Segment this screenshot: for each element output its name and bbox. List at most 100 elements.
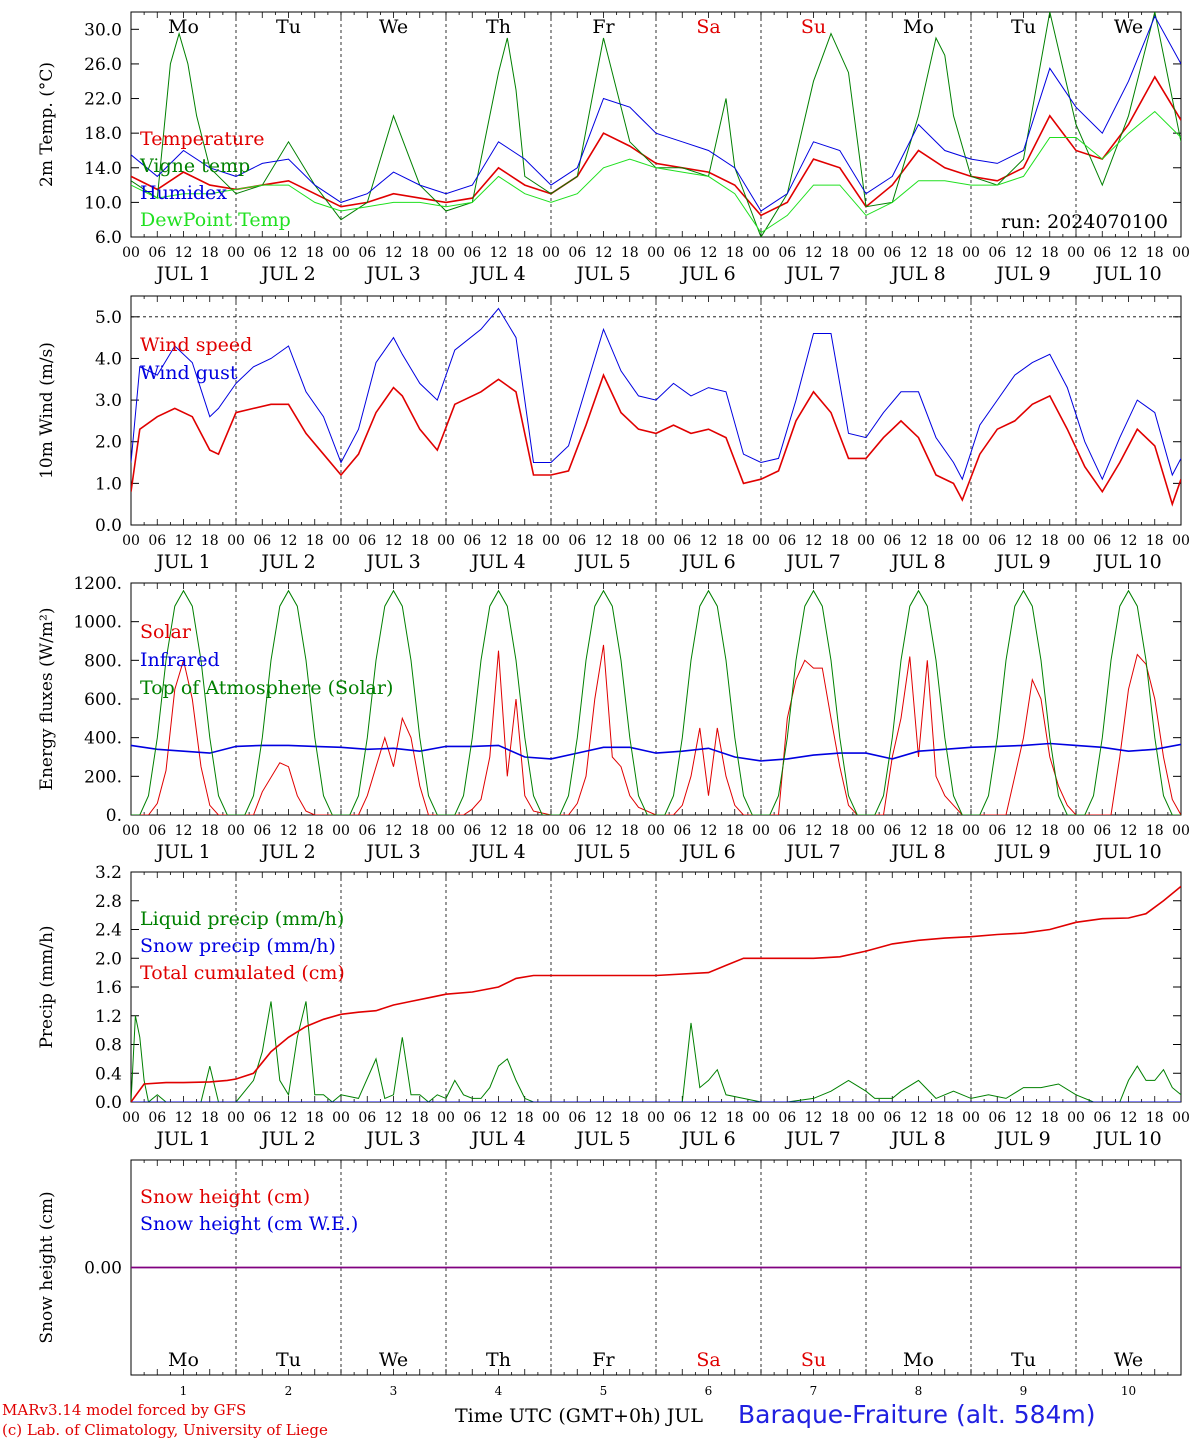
hour-label: 12	[805, 1110, 823, 1126]
series-line	[131, 12, 1181, 237]
hour-label: 12	[280, 533, 298, 549]
hour-label: 00	[122, 823, 140, 839]
hour-label: 18	[621, 1110, 639, 1126]
hour-label: 00	[752, 823, 770, 839]
y-tick-label: 1.2	[95, 1007, 122, 1027]
day-label: Su	[801, 1349, 826, 1371]
day-label: Th	[486, 1349, 511, 1371]
hour-label: 18	[516, 823, 534, 839]
date-number: 3	[390, 1384, 398, 1398]
series-line	[131, 372, 1181, 507]
hour-label: 12	[490, 1110, 508, 1126]
legend-entry: DewPoint Temp	[140, 209, 291, 231]
hour-label: 18	[1041, 1110, 1059, 1126]
hour-label: 00	[857, 533, 875, 549]
series-line	[131, 15, 1181, 212]
date-number: 8	[915, 1384, 923, 1398]
hour-label: 12	[490, 533, 508, 549]
date-label: JUL 4	[469, 551, 525, 573]
day-label: Su	[801, 16, 826, 38]
series-line	[131, 742, 1181, 762]
y-axis-label: 10m Wind (m/s)	[37, 342, 57, 479]
legend-entry: Vigne temp	[139, 155, 250, 177]
hour-label: 06	[253, 533, 271, 549]
hour-label: 18	[516, 245, 534, 261]
y-axis-label: Energy fluxes (W/m²)	[37, 608, 57, 791]
hour-label: 06	[1093, 823, 1111, 839]
day-label: Tu	[1011, 1349, 1036, 1371]
hour-label: 00	[1067, 1110, 1085, 1126]
hour-label: 18	[621, 823, 639, 839]
date-label: JUL 10	[1093, 841, 1161, 863]
legend-entry: Top of Atmosphere (Solar)	[140, 677, 393, 699]
y-tick-label: 0.8	[95, 1036, 122, 1056]
hour-label: 00	[332, 245, 350, 261]
hour-label: 18	[1146, 1110, 1164, 1126]
hour-label: 06	[883, 533, 901, 549]
hour-label: 06	[778, 245, 796, 261]
date-label: JUL 3	[364, 841, 420, 863]
legend-entry: Snow height (cm W.E.)	[140, 1213, 358, 1235]
date-label: JUL 1	[154, 841, 210, 863]
hour-label: 18	[1041, 245, 1059, 261]
hour-label: 06	[883, 823, 901, 839]
hour-label: 18	[516, 1110, 534, 1126]
hour-label: 18	[306, 245, 324, 261]
hour-label: 12	[175, 245, 193, 261]
hour-label: 12	[1120, 1110, 1138, 1126]
hour-label: 06	[673, 1110, 691, 1126]
day-label: We	[379, 1349, 408, 1371]
date-label: JUL 7	[784, 551, 840, 573]
hour-label: 06	[463, 245, 481, 261]
hour-label: 00	[227, 1110, 245, 1126]
legend-entry: Total cumulated (cm)	[140, 962, 345, 984]
series-line-toa-day	[551, 589, 656, 815]
day-label: Mo	[903, 16, 934, 38]
legend-entry: Liquid precip (mm/h)	[140, 908, 344, 930]
hour-label: 06	[463, 1110, 481, 1126]
lab-credit: (c) Lab. of Climatology, University of L…	[2, 1421, 328, 1439]
hour-label: 12	[805, 823, 823, 839]
hour-label: 12	[385, 245, 403, 261]
hour-label: 18	[831, 1110, 849, 1126]
date-number: 1	[180, 1384, 188, 1398]
hour-label: 18	[201, 1110, 219, 1126]
y-axis-label: Precip (mm/h)	[37, 925, 57, 1048]
hour-label: 00	[752, 533, 770, 549]
date-label: JUL 3	[364, 263, 420, 285]
date-label: JUL 10	[1093, 263, 1161, 285]
date-label: JUL 2	[259, 1128, 315, 1150]
date-label: JUL 10	[1093, 1128, 1161, 1150]
date-label: JUL 8	[889, 1128, 945, 1150]
hour-label: 12	[700, 533, 718, 549]
hour-label: 18	[936, 245, 954, 261]
date-label: JUL 4	[469, 841, 525, 863]
date-label: JUL 2	[259, 263, 315, 285]
hour-label: 00	[122, 533, 140, 549]
date-label: JUL 7	[784, 841, 840, 863]
date-label: JUL 9	[994, 841, 1050, 863]
date-number: 9	[1020, 1384, 1028, 1398]
hour-label: 18	[936, 533, 954, 549]
hour-label: 06	[988, 1110, 1006, 1126]
day-label: Fr	[592, 1349, 615, 1371]
series-line-toa-day	[341, 589, 446, 815]
hour-label: 06	[673, 245, 691, 261]
hour-label: 12	[595, 823, 613, 839]
date-label: JUL 6	[679, 1128, 735, 1150]
date-label: JUL 5	[574, 1128, 630, 1150]
day-label: Mo	[903, 1349, 934, 1371]
hour-label: 18	[1041, 533, 1059, 549]
hour-label: 06	[358, 245, 376, 261]
hour-label: 18	[306, 1110, 324, 1126]
series-line-toa-day	[236, 589, 341, 815]
y-tick-label: 2.8	[95, 892, 122, 912]
date-label: JUL 7	[784, 263, 840, 285]
hour-label: 12	[175, 533, 193, 549]
station-title: Baraque-Fraiture (alt. 584m)	[738, 1400, 1096, 1429]
day-label: We	[379, 16, 408, 38]
hour-label: 00	[437, 1110, 455, 1126]
y-tick-label: 2.4	[95, 921, 122, 941]
y-tick-label: 18.0	[84, 124, 122, 144]
hour-label: 00	[1172, 245, 1190, 261]
